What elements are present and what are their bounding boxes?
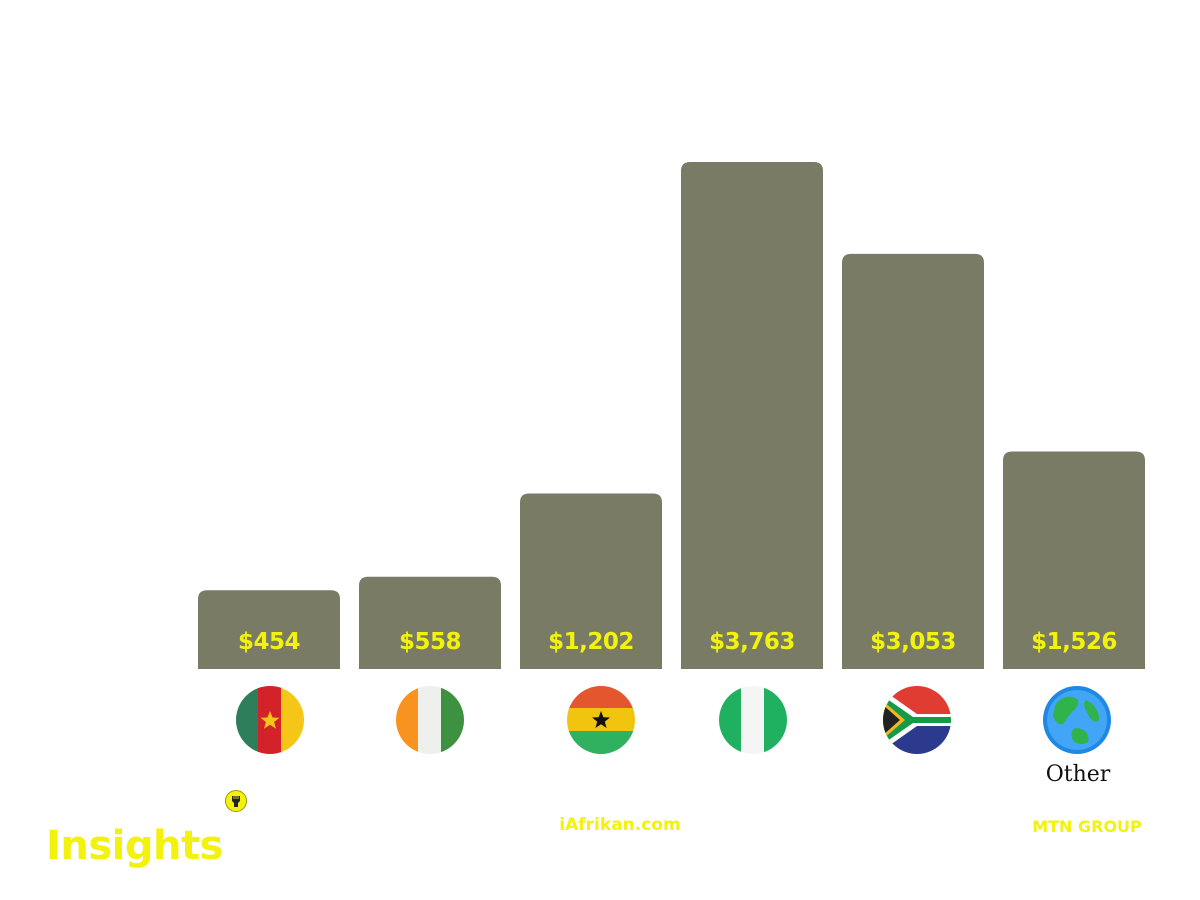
bar-other (1003, 451, 1145, 669)
south-africa-flag-icon (883, 686, 951, 754)
bar-value-label: $454 (238, 629, 300, 655)
nigeria-flag-icon (719, 686, 787, 754)
source-site[interactable]: iAfrikan.com (559, 815, 681, 835)
bar-cameroon (198, 590, 340, 669)
fist-icon (225, 790, 247, 812)
ghana-flag-icon (567, 686, 635, 754)
bar-value-label: $558 (399, 629, 461, 655)
bar-nigeria (681, 162, 823, 669)
other-category-label: Other (1045, 762, 1111, 787)
bar-c-te-d-ivoire (359, 576, 501, 669)
globe-icon (1043, 686, 1111, 754)
source-company: MTN GROUP (1032, 817, 1142, 836)
bar-value-label: $1,526 (1031, 629, 1117, 655)
bar-ghana (520, 493, 662, 669)
brand-title: Insights (46, 823, 223, 869)
cote-divoire-flag-icon (396, 686, 464, 754)
bar-value-label: $3,053 (870, 629, 956, 655)
bar-value-label: $1,202 (548, 629, 634, 655)
bar-south-africa (842, 253, 984, 670)
bar-value-label: $3,763 (709, 629, 795, 655)
cameroon-flag-icon (236, 686, 304, 754)
